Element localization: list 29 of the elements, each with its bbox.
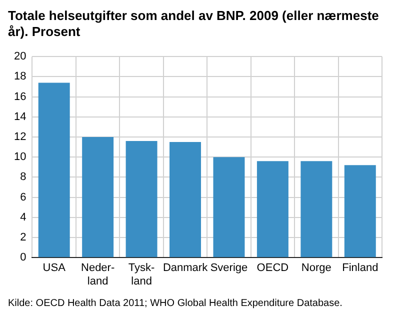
x-tick-label: Sverige (210, 262, 248, 274)
x-tick-label: OECD (256, 262, 289, 274)
y-tick-label: 10 (14, 151, 26, 164)
y-tick-label: 16 (14, 90, 26, 103)
y-tick-label: 14 (14, 110, 26, 123)
x-tick-label: Danmark (162, 262, 208, 274)
y-tick-label: 12 (14, 131, 26, 144)
x-tick-label: Norge (301, 262, 332, 274)
bar (213, 157, 245, 258)
x-tick-label: Tysk- land (128, 262, 156, 288)
text: Kilde: OECD Health Data 2011; WHO Global Health Expenditure Database. (8, 298, 344, 309)
y-tick-label: 0 (20, 252, 26, 264)
y-tick-label: 6 (20, 191, 26, 204)
bar (38, 82, 70, 258)
x-tick-label: USA (42, 262, 66, 274)
y-tick-label: 18 (14, 70, 26, 83)
bar (170, 142, 201, 258)
y-tick-label: 4 (20, 211, 26, 224)
bar (82, 137, 114, 258)
x-tick-label: Neder- land (81, 262, 115, 288)
bar (126, 141, 158, 258)
bar (344, 165, 376, 258)
bar (300, 161, 332, 258)
y-tick-label: 20 (14, 50, 26, 63)
y-tick-label: 2 (20, 232, 26, 244)
y-tick-label: 8 (20, 171, 26, 184)
x-tick-label: Finland (342, 262, 378, 274)
bar (256, 161, 288, 258)
chart-title: Totale helseutgifter som andel av BNP. 2009 (eller nærmeste år). Prosent (8, 8, 380, 40)
